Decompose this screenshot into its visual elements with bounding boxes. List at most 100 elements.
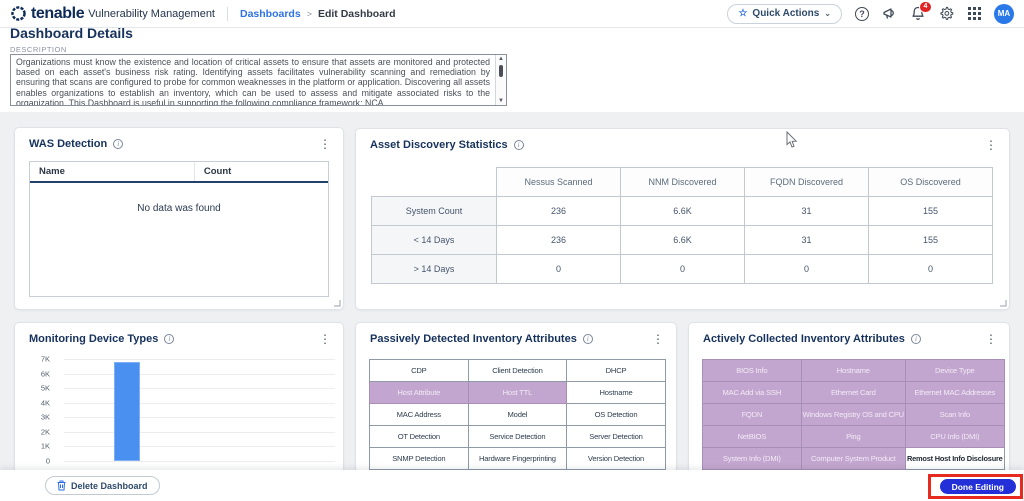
description-field[interactable]: Organizations must know the existence an…: [10, 54, 507, 106]
attribute-cell: SNMP Detection: [369, 447, 469, 470]
tenable-logo[interactable]: tenable: [10, 4, 85, 23]
kebab-menu-icon[interactable]: ⋮: [985, 138, 997, 152]
table-cell: 236: [496, 196, 621, 226]
brand-name: tenable: [31, 4, 85, 22]
widget-title: WAS Detection: [29, 138, 108, 150]
chevron-down-icon: ⌄: [824, 9, 831, 18]
y-axis-tick: 1K: [40, 441, 50, 451]
notifications-button[interactable]: 4: [910, 0, 932, 22]
y-axis-tick: 0: [45, 456, 50, 466]
attribute-cell: Model: [467, 403, 568, 426]
attribute-cell: Hardware Fingerprinting: [467, 447, 568, 470]
info-icon[interactable]: i: [164, 334, 175, 344]
attribute-cell-highlighted: Windows Registry OS and CPU: [800, 403, 906, 426]
row-label: > 14 Days: [371, 254, 497, 284]
info-icon[interactable]: i: [513, 140, 524, 150]
kebab-menu-icon[interactable]: ⋮: [319, 137, 331, 151]
gear-icon: [939, 6, 953, 20]
plot-area: [64, 359, 335, 462]
y-axis-tick: 5K: [40, 383, 50, 393]
scroll-up-icon[interactable]: ▲: [498, 56, 504, 62]
settings-button[interactable]: [938, 6, 954, 22]
attribute-cell-highlighted: Host Attribute: [369, 381, 469, 404]
gridline: [64, 388, 335, 390]
bar[interactable]: [114, 361, 141, 461]
grid-row: SNMP Detection Hardware Fingerprinting V…: [369, 447, 666, 470]
table-cell: 155: [868, 196, 993, 226]
table-row: < 14 Days 236 6.6K 31 155: [371, 225, 993, 255]
widget-header: Passively Detected Inventory Attributes …: [356, 323, 676, 345]
kebab-menu-icon[interactable]: ⋮: [319, 332, 331, 346]
help-button[interactable]: ?: [854, 6, 870, 22]
asset-discovery-table: Nessus Scanned NNM Discovered FQDN Disco…: [371, 167, 993, 284]
info-icon[interactable]: i: [910, 334, 921, 344]
y-axis-tick: 4K: [40, 397, 50, 407]
table-cell: 155: [868, 225, 993, 255]
column-header: Nessus Scanned: [496, 167, 621, 197]
grid-row: System Info (DMI) Computer System Produc…: [702, 447, 1005, 470]
table-cell: 0: [744, 254, 869, 284]
description-text[interactable]: Organizations must know the existence an…: [16, 57, 490, 105]
footer-bar: Delete Dashboard Done Editing: [0, 470, 1024, 501]
attribute-cell-highlighted: Host TTL: [467, 381, 568, 404]
widget-actively-collected-inventory-attributes: Actively Collected Inventory Attributes …: [688, 322, 1010, 482]
kebab-menu-icon[interactable]: ⋮: [652, 332, 664, 346]
breadcrumb-current: Edit Dashboard: [317, 7, 396, 20]
breadcrumb-dashboards[interactable]: Dashboards: [240, 7, 301, 20]
table-row: System Count 236 6.6K 31 155: [371, 196, 993, 226]
table-cell: 236: [496, 225, 621, 255]
grid-row: NetBIOS Ping CPU Info (DMI): [702, 425, 1005, 448]
was-detection-table: Name Count No data was found: [29, 161, 329, 297]
widget-header: Asset Discovery Statistics i ⋮: [356, 129, 1009, 151]
product-name: Vulnerability Management: [88, 7, 215, 20]
widget-title: Asset Discovery Statistics: [370, 139, 508, 151]
grid-row: FQDN Windows Registry OS and CPU Scan In…: [702, 403, 1005, 426]
attribute-cell: OT Detection: [369, 425, 469, 448]
widget-header: Monitoring Device Types i ⋮: [15, 323, 343, 345]
widget-was-detection: WAS Detection i ⋮ Name Count No data was…: [14, 127, 344, 310]
attribute-cell: MAC Address: [369, 403, 469, 426]
grid-row: Host Attribute Host TTL Hostname: [369, 381, 666, 404]
attribute-cell-highlighted: Computer System Product: [800, 447, 906, 470]
user-avatar[interactable]: MA: [994, 3, 1014, 24]
megaphone-icon: [882, 8, 894, 19]
attribute-cell-highlighted: Ethernet MAC Addresses: [904, 381, 1005, 404]
gridline: [64, 402, 335, 404]
scroll-down-icon[interactable]: ▼: [498, 98, 504, 104]
info-icon[interactable]: i: [582, 334, 593, 344]
done-editing-button[interactable]: Done Editing: [939, 479, 1016, 494]
attribute-cell: Hostname: [566, 381, 666, 404]
description-scrollbar[interactable]: ▲ ▼: [495, 55, 506, 105]
description-label: DESCRIPTION: [10, 45, 67, 54]
attribute-cell-highlighted: Ethernet Card: [800, 381, 906, 404]
kebab-menu-icon[interactable]: ⋮: [985, 332, 997, 346]
table-header-row: Name Count: [30, 162, 328, 183]
table-cell: 0: [496, 254, 621, 284]
attribute-cell: Service Detection: [467, 425, 568, 448]
grid-row: MAC Add via SSH Ethernet Card Ethernet M…: [702, 381, 1005, 404]
attribute-cell-highlighted: CPU Info (DMI): [904, 425, 1005, 448]
passive-attributes-grid: CDP Client Detection DHCP Host Attribute…: [369, 359, 666, 470]
column-header: NNM Discovered: [620, 167, 745, 197]
empty-corner-cell: [372, 168, 497, 197]
resize-handle[interactable]: [1000, 300, 1007, 307]
table-cell: 6.6K: [620, 225, 745, 255]
y-axis-tick: 6K: [40, 368, 50, 378]
quick-actions-button[interactable]: ☆ Quick Actions ⌄: [727, 3, 842, 24]
table-row: > 14 Days 0 0 0 0: [371, 254, 993, 284]
attribute-cell-highlighted: NetBIOS: [702, 425, 802, 448]
info-icon[interactable]: i: [113, 139, 124, 149]
apps-menu-button[interactable]: [966, 6, 982, 22]
announcements-button[interactable]: [882, 6, 898, 22]
resize-handle[interactable]: [334, 300, 341, 307]
row-label: System Count: [371, 196, 497, 226]
top-nav: tenable Vulnerability Management Dashboa…: [0, 0, 1024, 28]
y-axis-tick: 2K: [40, 427, 50, 437]
delete-dashboard-button[interactable]: Delete Dashboard: [45, 476, 160, 495]
scroll-thumb[interactable]: [499, 65, 503, 77]
widget-monitoring-device-types: Monitoring Device Types i ⋮ 7K 6K 5K 4K …: [14, 322, 344, 482]
annotation-highlight-box: Done Editing: [928, 474, 1023, 499]
gridline: [64, 417, 335, 419]
apps-grid-icon: [967, 7, 981, 20]
widget-title: Monitoring Device Types: [29, 333, 159, 345]
